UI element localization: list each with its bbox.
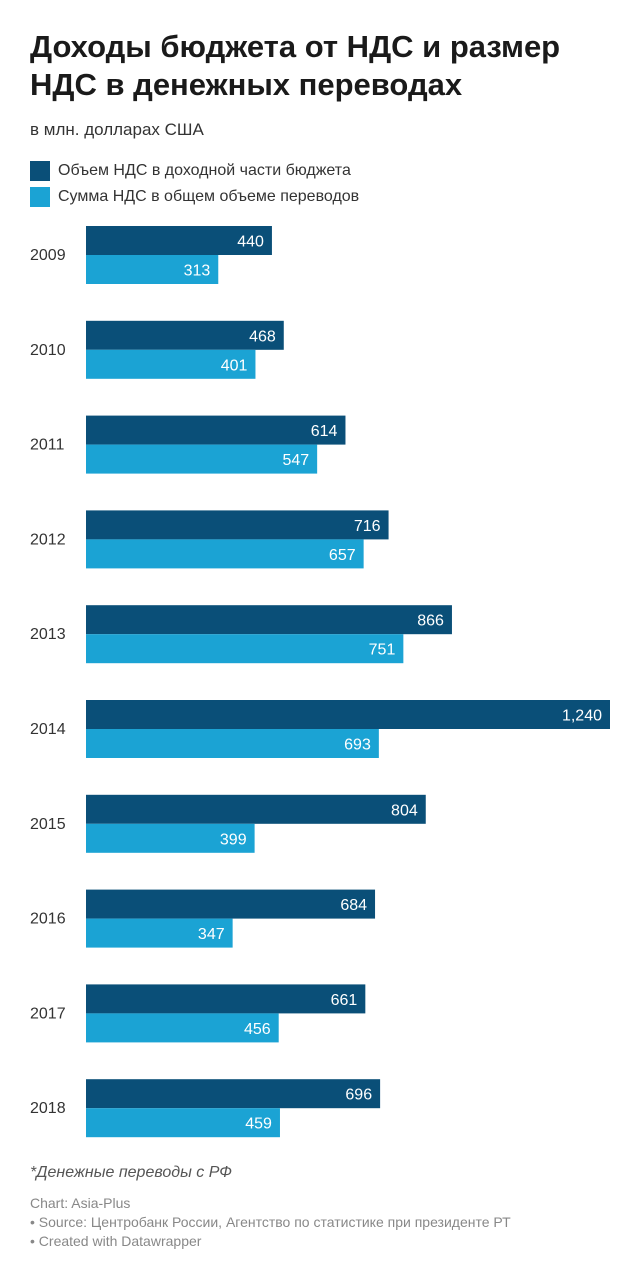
bar-budget (86, 700, 610, 729)
legend-item-transfers: Сумма НДС в общем объеме переводов (30, 184, 359, 210)
year-label: 2016 (30, 911, 66, 928)
bar-budget (86, 415, 346, 445)
bar-transfers (86, 918, 233, 948)
legend-swatch-transfers (30, 187, 50, 207)
bar-transfers (86, 729, 379, 758)
footnote: *Денежные переводы с РФ (30, 1164, 232, 1181)
bar-value-label: 456 (244, 1021, 271, 1038)
year-label: 2009 (30, 247, 66, 264)
footer-created: • Created with Datawrapper (30, 1233, 202, 1249)
chart-subtitle: в млн. долларах США (30, 120, 204, 139)
bar-transfers (86, 444, 318, 474)
bar-budget (86, 605, 452, 635)
year-label: 2017 (30, 1005, 66, 1022)
bar-transfers (86, 634, 404, 664)
bar-transfers (86, 1013, 279, 1043)
bar-transfers (86, 255, 219, 284)
bar-value-label: 440 (237, 234, 264, 251)
bar-value-label: 399 (220, 831, 247, 848)
year-label: 2010 (30, 342, 66, 359)
bar-value-label: 313 (184, 263, 211, 280)
bar-value-label: 459 (245, 1116, 272, 1133)
bar-value-label: 657 (329, 547, 356, 564)
bar-value-label: 468 (249, 328, 276, 345)
legend: Объем НДС в доходной части бюджета Сумма… (30, 158, 359, 210)
chart-footer: Chart: Asia-Plus • Source: Центробанк Ро… (30, 1194, 511, 1251)
year-label: 2014 (30, 721, 66, 738)
bar-value-label: 1,240 (562, 708, 602, 725)
bar-budget (86, 889, 376, 919)
year-label: 2018 (30, 1100, 66, 1117)
bar-budget (86, 226, 272, 255)
bar-transfers (86, 1108, 280, 1138)
bar-transfers (86, 349, 256, 379)
bar-value-label: 866 (417, 613, 444, 630)
legend-label-transfers: Сумма НДС в общем объеме переводов (58, 188, 360, 205)
bar-budget (86, 984, 366, 1014)
legend-label-budget: Объем НДС в доходной части бюджета (58, 162, 351, 179)
bar-transfers (86, 539, 364, 569)
footer-credit: Chart: Asia-Plus (30, 1195, 131, 1211)
bar-value-label: 716 (354, 518, 381, 535)
year-label: 2012 (30, 531, 66, 548)
bar-value-label: 804 (391, 802, 418, 819)
legend-item-budget: Объем НДС в доходной части бюджета (30, 158, 359, 184)
bar-transfers (86, 823, 255, 853)
bar-value-label: 696 (345, 1087, 372, 1104)
bar-value-label: 751 (369, 642, 396, 659)
footer-source: • Source: Центробанк России, Агентство п… (30, 1214, 511, 1230)
bar-value-label: 693 (344, 737, 371, 754)
bar-value-label: 401 (221, 357, 248, 374)
bar-value-label: 684 (340, 897, 367, 914)
chart-title: Доходы бюджета от НДС и размер НДС в ден… (30, 29, 561, 102)
year-label: 2011 (30, 437, 65, 454)
bar-value-label: 347 (198, 926, 225, 943)
year-label: 2015 (30, 816, 66, 833)
bar-budget (86, 1079, 381, 1109)
bar-budget (86, 794, 426, 824)
bar-value-label: 661 (331, 992, 358, 1009)
year-label: 2013 (30, 626, 66, 643)
bar-budget (86, 320, 284, 350)
bar-value-label: 547 (282, 452, 309, 469)
bar-value-label: 614 (311, 423, 338, 440)
bar-budget (86, 510, 389, 540)
legend-swatch-budget (30, 161, 50, 181)
